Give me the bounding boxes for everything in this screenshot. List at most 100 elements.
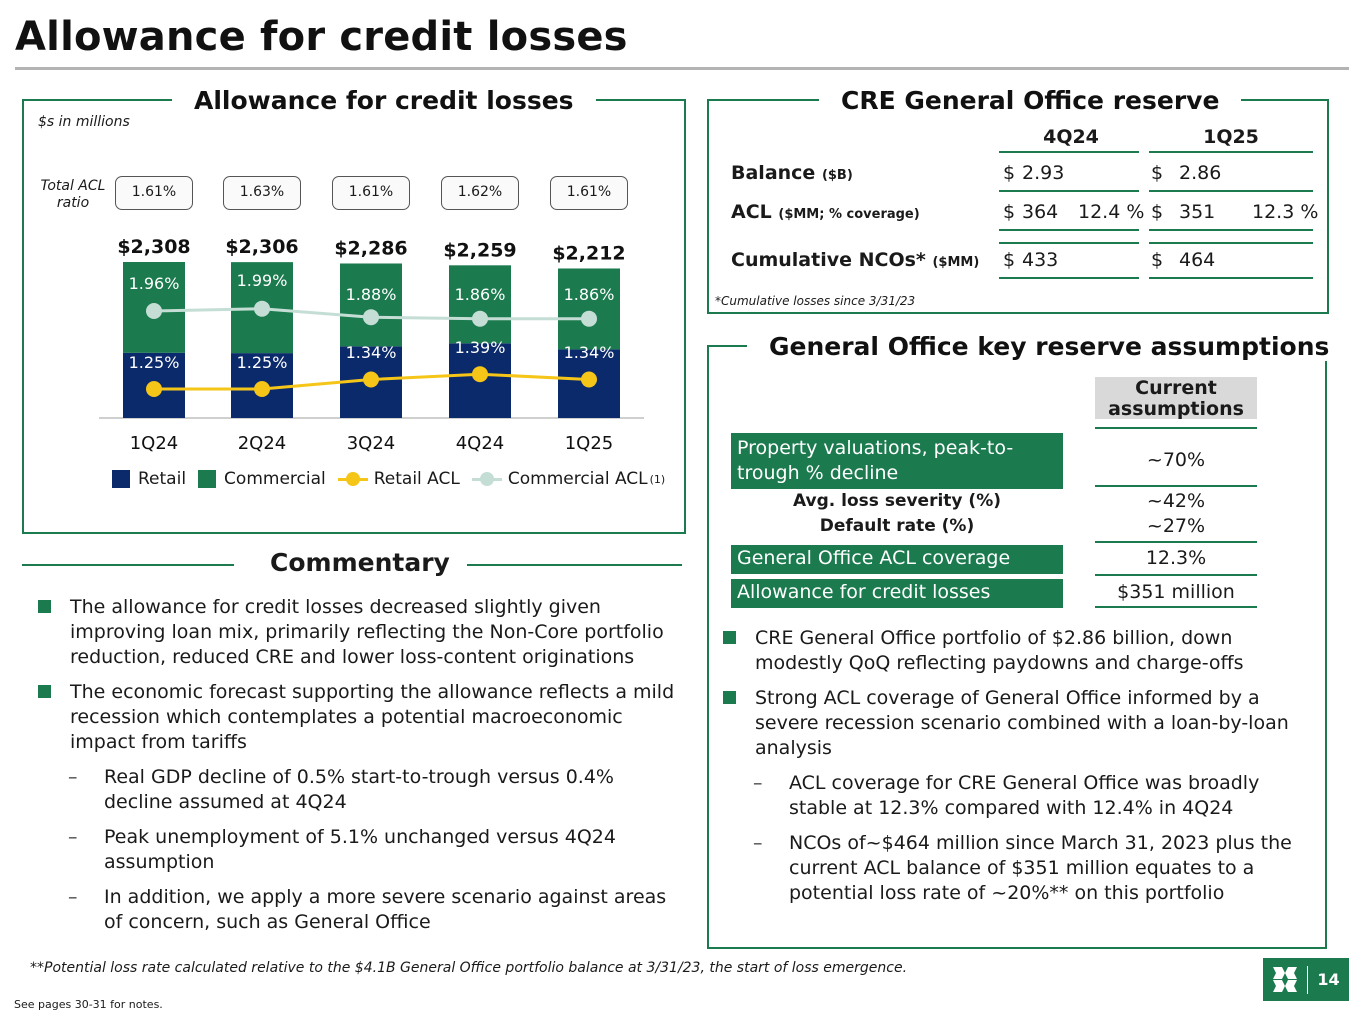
property-valuations-label: Property valuations, peak-to-trough % de…: [731, 433, 1063, 489]
cre-4q24-symbol: $: [1003, 162, 1016, 184]
sub-bullet-item: – Peak unemployment of 5.1% unchanged ver…: [22, 825, 682, 875]
cre-row-label: Cumulative NCOs* ($MM): [731, 249, 980, 271]
cre-1q25-value: 464: [1179, 249, 1216, 271]
brand-page-badge: 14: [1263, 958, 1349, 1001]
cre-1q25-value: 351: [1179, 201, 1216, 223]
bullet-text: NCOs of~$464 million since March 31, 202…: [789, 832, 1292, 904]
assumptions-title: General Office key reserve assumptions: [747, 332, 1352, 361]
total-acl-ratio-pill: 1.61%: [550, 176, 628, 210]
default-rate-label: Default rate (%): [819, 516, 975, 536]
assumptions-panel: General Office key reserve assumptions C…: [707, 332, 1352, 949]
dash-marker: –: [753, 772, 763, 794]
commercial-acl-point: [254, 300, 270, 317]
cre-col-1q25: 1Q25: [1203, 126, 1259, 148]
legend-retail-acl: Retail ACL: [337, 469, 460, 489]
x-tick-label: 1Q24: [130, 433, 179, 454]
commercial-acl-point: [581, 310, 597, 327]
commentary-title: Commentary: [270, 548, 450, 577]
bullet-text: The economic forecast supporting the all…: [70, 681, 675, 753]
bar-total-label: $2,306: [225, 236, 298, 258]
cre-4q24-symbol: $: [1003, 249, 1016, 271]
cre-row-overline: [1149, 242, 1313, 244]
legend-retail: Retail: [112, 469, 186, 489]
cre-row-overline: [999, 242, 1139, 244]
commercial-acl-label: 1.96%: [129, 274, 180, 293]
cre-col-underline: [1149, 151, 1313, 153]
acl-stacked-bar-chart: $2,308 1Q24 $2,306 2Q24 $2,286 3Q24 $2,259 4Q24…: [99, 236, 644, 454]
cre-row-underline: [999, 229, 1139, 231]
units-note: $s in millions: [38, 114, 130, 130]
dash-marker: –: [753, 832, 763, 854]
cre-footnote: *Cumulative losses since 3/31/23: [715, 294, 916, 308]
sub-bullet-item: – In addition, we apply a more severe sce…: [22, 885, 682, 935]
commentary-rule-right: [467, 564, 682, 566]
retail-acl-label: 1.25%: [237, 353, 288, 372]
cre-row-underline: [1149, 190, 1313, 192]
dash-marker: –: [68, 766, 78, 788]
retail-acl-swatch: [337, 470, 368, 488]
retail-acl-point: [472, 366, 488, 383]
bullet-text: In addition, we apply a more severe scen…: [104, 886, 667, 933]
retail-swatch: [112, 470, 130, 488]
retail-acl-point: [363, 371, 379, 388]
commercial-acl-label: 1.88%: [346, 285, 397, 304]
avg-loss-severity-value: ~42%: [1146, 490, 1206, 512]
x-tick-label: 1Q25: [565, 433, 614, 454]
bullet-text: ACL coverage for CRE General Office was …: [789, 772, 1260, 819]
allowance-label: Allowance for credit losses: [731, 579, 1063, 608]
page-title: Allowance for credit losses: [15, 14, 628, 60]
bar-total-label: $2,212: [552, 242, 625, 264]
assumptions-rule: [1095, 606, 1257, 608]
cre-row-underline: [1149, 229, 1313, 231]
cre-1q25-value: 2.86: [1179, 162, 1222, 184]
retail-acl-point: [254, 381, 270, 397]
title-divider: [15, 67, 1349, 70]
retail-acl-label: 1.25%: [129, 353, 180, 372]
cre-row-label: Balance ($B): [731, 162, 853, 184]
potential-loss-footnote: **Potential loss rate calculated relativ…: [30, 960, 908, 976]
assumptions-rule: [1095, 485, 1257, 487]
assumptions-rule: [1095, 574, 1257, 576]
assumptions-rule: [1095, 427, 1257, 429]
commercial-acl-label: 1.86%: [564, 285, 615, 304]
allowance-value: $351 million: [1117, 581, 1235, 603]
cre-panel-title: CRE General Office reserve: [819, 86, 1242, 115]
cre-4q24-value: 433: [1022, 249, 1059, 271]
cre-general-office-panel: CRE General Office reserve 4Q24 1Q25 Bal…: [707, 86, 1329, 314]
commercial-bar: [558, 268, 620, 350]
commercial-acl-label: 1.86%: [455, 285, 506, 304]
x-tick-label: 3Q24: [347, 433, 396, 454]
legend-commercial-label: Commercial: [224, 469, 326, 489]
cre-row-underline: [999, 277, 1139, 279]
x-tick-label: 2Q24: [238, 433, 287, 454]
cre-row-underline: [999, 190, 1139, 192]
cre-4q24-symbol: $: [1003, 201, 1016, 223]
cre-col-underline: [999, 151, 1139, 153]
total-acl-ratio-pill: 1.62%: [441, 176, 519, 210]
retail-acl-label: 1.34%: [564, 343, 615, 362]
acl-coverage-value: 12.3%: [1145, 547, 1207, 569]
commercial-acl-label: 1.99%: [237, 271, 288, 290]
total-acl-ratio-pill: 1.61%: [115, 176, 193, 210]
property-valuations-value: ~70%: [1146, 449, 1206, 471]
chart-legend: Retail Commercial Retail ACL Commercial …: [112, 469, 665, 489]
sub-bullet-item: – Real GDP decline of 0.5% start-to-troug…: [22, 765, 682, 815]
commentary-list: The allowance for credit losses decrease…: [22, 595, 682, 945]
cre-row-label: ACL ($MM; % coverage): [731, 201, 920, 223]
retail-acl-point: [146, 381, 162, 397]
assumptions-bullets: CRE General Office portfolio of $2.86 bi…: [707, 626, 1307, 916]
legend-retail-acl-label: Retail ACL: [373, 469, 460, 489]
cre-col-4q24: 4Q24: [1043, 126, 1099, 148]
cre-1q25-symbol: $: [1151, 201, 1164, 223]
bullet-text: The allowance for credit losses decrease…: [70, 596, 664, 668]
page-number: 14: [1317, 970, 1340, 989]
legend-footnote-ref: (1): [649, 472, 666, 486]
commercial-acl-point: [472, 310, 488, 327]
badge-divider: [1307, 965, 1308, 994]
brand-logo-icon: [1263, 958, 1307, 1001]
legend-retail-label: Retail: [138, 469, 187, 489]
x-tick-label: 4Q24: [456, 433, 505, 454]
bar-total-label: $2,308: [117, 236, 190, 258]
bullet-text: Peak unemployment of 5.1% unchanged vers…: [104, 826, 616, 873]
avg-loss-severity-label: Avg. loss severity (%): [792, 491, 1001, 511]
